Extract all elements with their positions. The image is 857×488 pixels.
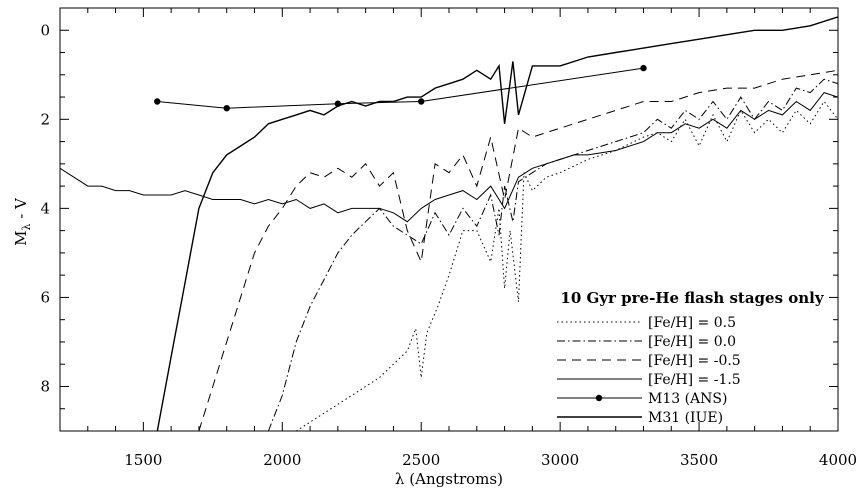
x-axis-label: λ (Angstroms) [395, 470, 503, 488]
series-layer [60, 16, 838, 431]
legend-label: [Fe/H] = -0.5 [648, 353, 741, 369]
x-tick-label: 3500 [680, 451, 718, 469]
legend-label: M31 (IUE) [648, 410, 723, 426]
y-axis-label-suffix: - V [12, 197, 30, 224]
y-tick-label: 2 [40, 110, 50, 128]
y-tick-label: 8 [40, 377, 50, 395]
series-line-2 [198, 69, 838, 431]
data-point-marker [223, 104, 230, 112]
series-line-4 [156, 16, 838, 431]
legend-label: [Fe/H] = 0.0 [648, 334, 736, 350]
legend-marker [595, 394, 603, 402]
data-point-marker [334, 100, 342, 107]
x-tick-label: 2000 [263, 451, 301, 469]
series-line-1 [267, 78, 838, 431]
x-tick-label: 3000 [541, 451, 579, 469]
x-tick-label: 1500 [124, 451, 162, 469]
data-point-marker [418, 98, 425, 105]
y-axis-label-main: M [12, 231, 30, 246]
legend-label: [Fe/H] = 0.5 [648, 315, 736, 331]
series-line-0 [295, 100, 838, 431]
x-tick-label: 4000 [819, 451, 857, 469]
legend-title: 10 Gyr pre-He flash stages only [560, 289, 824, 307]
y-tick-label: 6 [40, 288, 50, 306]
legend: 10 Gyr pre-He flash stages only [Fe/H] = … [557, 289, 825, 426]
series-line-3 [60, 92, 838, 223]
series-line-5 [157, 67, 644, 109]
y-axis-label: Mλ - V [12, 197, 33, 246]
legend-label: M13 (ANS) [648, 391, 727, 407]
legend-label: [Fe/H] = -1.5 [648, 372, 741, 388]
data-point-marker [154, 98, 161, 105]
y-axis-label-sub: λ [20, 224, 33, 231]
ticks-layer: 1500 2000 2500 3000 3500 4000 0 2 4 6 8 [40, 8, 857, 469]
y-tick-label: 0 [40, 21, 50, 39]
y-tick-label: 4 [40, 199, 50, 217]
x-tick-label: 2500 [402, 451, 440, 469]
data-point-marker [640, 64, 647, 72]
